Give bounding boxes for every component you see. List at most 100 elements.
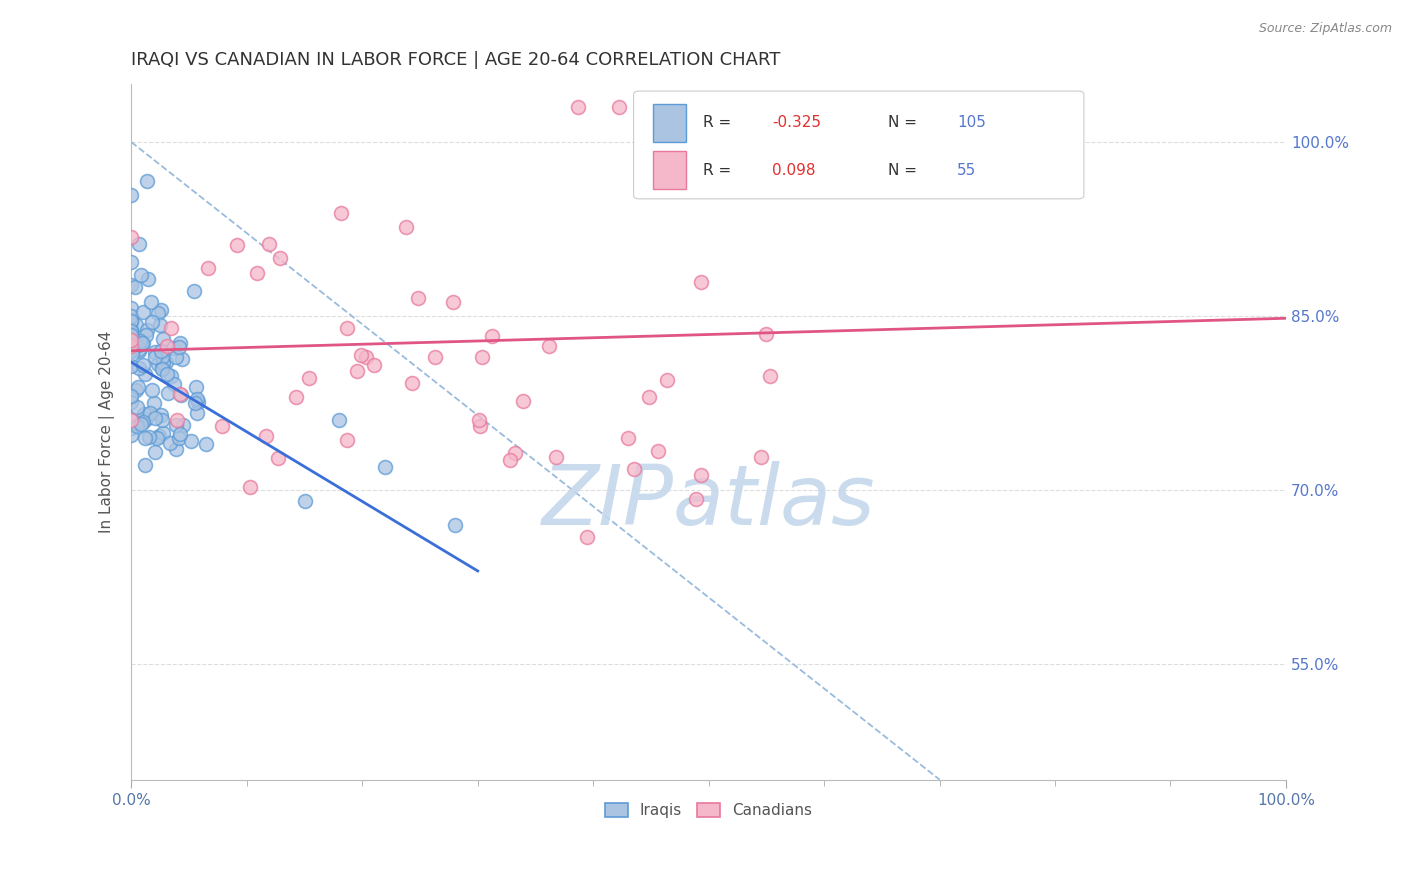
Point: [120, 333, 142, 347]
Point: [120, 389, 142, 403]
Point: [150, 361, 173, 376]
Point: [120, 339, 142, 353]
Point: [128, 342, 150, 356]
Point: [156, 367, 179, 381]
Point: [129, 417, 152, 431]
Point: [143, 396, 166, 410]
Point: [349, 348, 371, 362]
Point: [127, 380, 149, 394]
Point: [184, 380, 207, 394]
Point: [143, 344, 166, 359]
Point: [184, 395, 207, 409]
Point: [135, 412, 157, 426]
Point: [336, 433, 359, 447]
Point: [149, 344, 172, 359]
Point: [225, 237, 247, 252]
Point: [120, 344, 142, 359]
Text: N =: N =: [887, 162, 917, 178]
Point: [246, 266, 269, 280]
Point: [727, 178, 749, 192]
Point: [503, 446, 526, 460]
Point: [135, 328, 157, 343]
Point: [655, 373, 678, 387]
Point: [617, 431, 640, 445]
Point: [160, 321, 183, 335]
Point: [183, 284, 205, 298]
Point: [120, 327, 142, 342]
Point: [499, 453, 522, 467]
Point: [143, 445, 166, 459]
Point: [481, 329, 503, 343]
Point: [441, 295, 464, 310]
Point: [167, 340, 190, 354]
Point: [152, 350, 174, 364]
Point: [187, 395, 209, 409]
Point: [120, 301, 142, 315]
Point: [128, 360, 150, 375]
Point: [143, 410, 166, 425]
Point: [537, 338, 560, 352]
Point: [148, 428, 170, 442]
Text: R =: R =: [703, 162, 731, 178]
Point: [129, 334, 152, 349]
Point: [120, 327, 142, 342]
Text: Source: ZipAtlas.com: Source: ZipAtlas.com: [1258, 22, 1392, 36]
Point: [546, 450, 568, 465]
Point: [121, 347, 143, 361]
Point: [395, 219, 418, 234]
Point: [120, 322, 142, 336]
Point: [136, 271, 159, 285]
Point: [120, 394, 142, 409]
Point: [685, 491, 707, 506]
Point: [170, 388, 193, 402]
Point: [124, 280, 146, 294]
Point: [167, 431, 190, 445]
Point: [120, 334, 142, 349]
Point: [468, 418, 491, 433]
Point: [194, 437, 217, 451]
Point: [211, 418, 233, 433]
FancyBboxPatch shape: [654, 103, 686, 142]
Point: [132, 407, 155, 421]
Point: [120, 359, 142, 373]
Point: [139, 406, 162, 420]
Point: [155, 355, 177, 369]
Point: [120, 188, 142, 202]
Point: [567, 100, 589, 114]
Point: [169, 426, 191, 441]
Point: [141, 315, 163, 329]
Point: [138, 430, 160, 444]
Point: [354, 351, 377, 365]
Point: [120, 335, 142, 350]
Point: [131, 359, 153, 373]
Point: [172, 418, 194, 433]
Point: [269, 251, 291, 265]
Point: [124, 334, 146, 348]
Point: [152, 332, 174, 346]
Point: [647, 444, 669, 458]
Text: 0.098: 0.098: [772, 162, 815, 178]
Point: [166, 413, 188, 427]
Point: [186, 407, 208, 421]
Point: [755, 327, 778, 342]
Point: [125, 383, 148, 397]
Point: [751, 450, 773, 465]
Point: [575, 530, 598, 544]
Point: [120, 428, 142, 442]
Point: [471, 351, 494, 365]
Point: [136, 174, 159, 188]
Point: [150, 408, 173, 422]
Point: [346, 364, 368, 378]
Point: [239, 480, 262, 494]
Point: [186, 392, 208, 407]
Point: [131, 335, 153, 350]
Point: [443, 517, 465, 532]
Point: [165, 417, 187, 432]
Point: [120, 420, 142, 434]
Point: [467, 413, 489, 427]
Point: [689, 275, 711, 289]
Point: [267, 450, 290, 465]
Point: [139, 294, 162, 309]
Point: [149, 318, 172, 332]
FancyBboxPatch shape: [634, 91, 1084, 199]
